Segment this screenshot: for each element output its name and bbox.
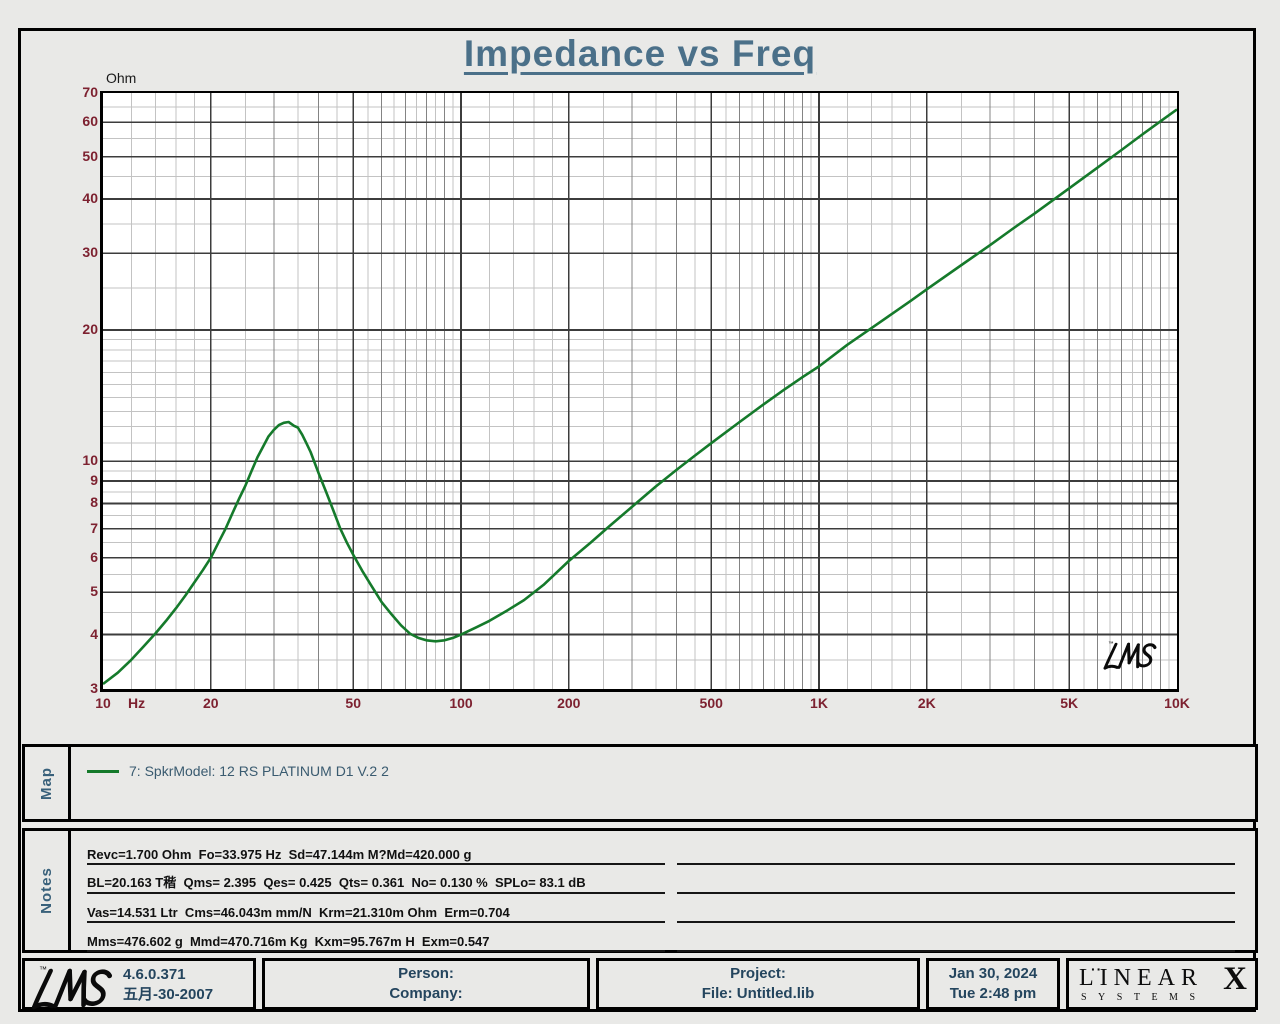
map-label: Map — [38, 766, 55, 800]
app-version: 4.6.0.371 — [123, 966, 186, 983]
linearx-logo: ·· LINEAR X SYSTEMS — [1069, 961, 1255, 1007]
project-label: Project: — [730, 965, 786, 982]
footer-project-cell: Project: File: Untitled.lib — [596, 958, 920, 1010]
page-title: Impedance vs Freq — [463, 33, 817, 74]
y-tick-label: 70 — [82, 84, 98, 100]
x-tick-label: 1K — [810, 695, 828, 711]
y-tick-label: 3 — [90, 680, 98, 696]
notes-panel: Notes Revc=1.700 Ohm Fo=33.975 Hz Sd=47.… — [22, 828, 1258, 953]
note-line: BL=20.163 T稭 Qms= 2.395 Qes= 0.425 Qts= … — [87, 865, 665, 894]
y-tick-label: 10 — [82, 452, 98, 469]
y-tick-label: 20 — [82, 321, 98, 338]
footer-person-cell: Person: Company: — [262, 958, 590, 1010]
footer-brand-cell: ·· LINEAR X SYSTEMS — [1066, 958, 1258, 1010]
plot-area: ™ — [100, 91, 1179, 692]
legend-curve-label: 7: SpkrModel: 12 RS PLATINUM D1 V.2 2 — [129, 763, 389, 779]
lms-watermark — [1103, 639, 1158, 670]
legend-curve-swatch — [87, 769, 119, 773]
y-tick-label: 7 — [90, 519, 98, 536]
blank-note-line — [677, 865, 1235, 894]
y-tick-label: 50 — [82, 147, 98, 164]
y-tick-label: 9 — [90, 472, 98, 489]
x-tick-label: 50 — [345, 695, 361, 711]
y-tick-label: 30 — [82, 244, 98, 261]
impedance-curve-line — [103, 108, 1177, 686]
y-tick-label: 40 — [82, 189, 98, 206]
notes-blank-column — [677, 836, 1235, 952]
y-tick-label: 60 — [82, 113, 98, 130]
report-time: Tue 2:48 pm — [949, 985, 1037, 1002]
person-label: Person: — [398, 965, 454, 982]
impedance-curve — [103, 108, 1177, 686]
y-tick-label: 5 — [90, 583, 98, 600]
app-build-date: 五月-30-2007 — [123, 986, 214, 1003]
impedance-chart-svg: ™ — [103, 93, 1177, 689]
x-tick-label: 10 — [95, 695, 111, 711]
page-frame — [18, 28, 1256, 1012]
note-line: Revc=1.700 Ohm Fo=33.975 Hz Sd=47.144m M… — [87, 836, 665, 865]
linearx-logo-diaeresis: ·· — [1091, 961, 1103, 977]
file-label: File: Untitled.lib — [701, 985, 815, 1002]
map-label-strip: Map — [25, 747, 71, 819]
blank-note-line — [677, 836, 1235, 865]
blank-note-line — [677, 923, 1235, 952]
linearx-logo-systems: SYSTEMS — [1081, 992, 1207, 1003]
x-tick-label: 200 — [557, 695, 581, 711]
linearx-logo-x: X — [1223, 961, 1247, 997]
y-axis-unit-label: Ohm — [106, 70, 137, 86]
y-tick-label: 8 — [90, 494, 98, 511]
blank-note-line — [677, 894, 1235, 923]
legend-row: 7: SpkrModel: 12 RS PLATINUM D1 V.2 2 — [87, 763, 389, 779]
x-tick-label: 10K — [1164, 695, 1190, 711]
grid-lines — [103, 93, 1177, 689]
x-tick-label: 2K — [917, 695, 936, 711]
footer-datetime-cell: Jan 30, 2024 Tue 2:48 pm — [926, 958, 1060, 1010]
note-line: Vas=14.531 Ltr Cms=46.043m mm/N Krm=21.3… — [87, 894, 665, 923]
lms-app-logo — [31, 963, 121, 1011]
x-tick-label: 100 — [449, 695, 473, 711]
x-tick-label: 5K — [1060, 695, 1079, 711]
notes-label-strip: Notes — [25, 831, 71, 950]
map-panel: Map 7: SpkrModel: 12 RS PLATINUM D1 V.2 … — [22, 744, 1258, 822]
x-tick-label: 500 — [699, 695, 723, 711]
notes-label: Notes — [38, 867, 55, 914]
footer-app-cell: 4.6.0.371 五月-30-2007 — [22, 958, 256, 1010]
notes-text-column: Revc=1.700 Ohm Fo=33.975 Hz Sd=47.144m M… — [87, 836, 665, 952]
x-axis-unit-label: Hz — [128, 695, 146, 711]
note-line: Mms=476.602 g Mmd=470.716m Kg Kxm=95.767… — [87, 923, 665, 952]
y-tick-label: 4 — [90, 625, 98, 642]
linearx-logo-wordmark: LINEAR — [1079, 965, 1203, 991]
y-tick-label: 6 — [90, 548, 98, 565]
x-tick-label: 20 — [202, 695, 219, 711]
report-date: Jan 30, 2024 — [948, 965, 1038, 982]
company-label: Company: — [389, 985, 463, 1002]
